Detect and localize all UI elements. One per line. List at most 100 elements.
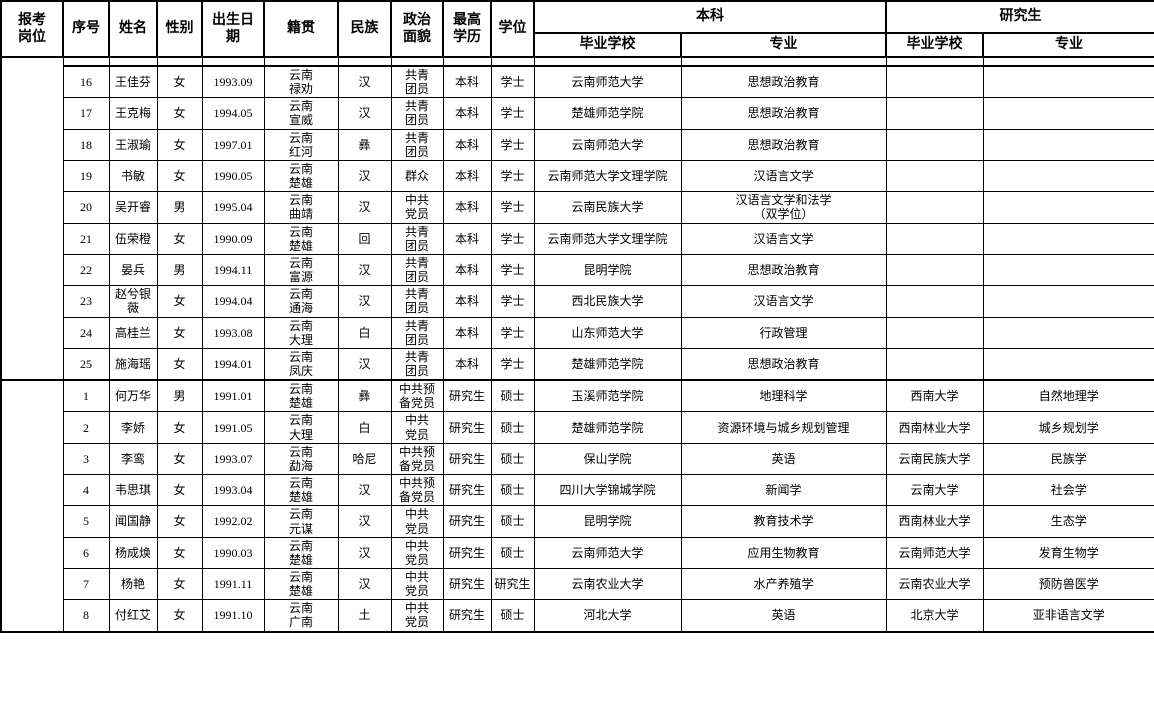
cell-ug-school: 昆明学院 — [533, 505, 682, 538]
cell-g-school: 北京大学 — [885, 599, 984, 633]
header-group-grad: 研究生 — [885, 0, 1154, 34]
cell-g-school: 云南师范大学 — [885, 536, 984, 570]
cell-ug-major: 英语 — [680, 442, 887, 476]
cell-education: 本科 — [442, 65, 492, 99]
cell-education: 本科 — [442, 222, 492, 255]
header-g-major: 专业 — [982, 32, 1154, 58]
cell-birth: 1991.10 — [201, 599, 265, 633]
cell-gender: 女 — [156, 316, 203, 349]
cell-g-major: 自然地理学 — [982, 379, 1154, 413]
cell-birth: 1995.04 — [201, 191, 265, 224]
cell-name: 晏兵 — [108, 253, 158, 287]
cell-political — [390, 56, 444, 67]
cell-g-major — [982, 347, 1154, 381]
cell-ug-school: 山东师范大学 — [533, 316, 682, 349]
cell-political: 中共 党员 — [390, 411, 444, 444]
cell-education: 本科 — [442, 128, 492, 161]
cell-birth: 1994.11 — [201, 253, 265, 287]
cell-gender: 女 — [156, 474, 203, 507]
cell-ug-major: 水产养殖学 — [680, 567, 887, 601]
cell-degree: 学士 — [490, 97, 535, 130]
cell-education: 本科 — [442, 285, 492, 318]
cell-political: 共青 团员 — [390, 65, 444, 99]
cell-degree: 硕士 — [490, 474, 535, 507]
table-row: 3 李鸾女 1993.07 云南 勐海 哈尼 中共预 备党员 研究生 硕士 保山学院 英语 云南民族… — [1, 442, 1154, 476]
cell-birth: 1993.08 — [201, 316, 265, 349]
cell-education: 本科 — [442, 97, 492, 130]
table-row: 16 王佳芬女 1993.09 云南 禄劝汉共青 团员 本科 学士 云南师范大学 思想政治教育 — [1, 65, 1154, 99]
cell-ethnic: 汉 — [337, 97, 392, 130]
cell-ug-school: 云南师范大学文理学院 — [533, 159, 682, 193]
cell-ug-major: 新闻学 — [680, 474, 887, 507]
table-row: 18 王淑瑜女 1997.01 云南 红河彝共青 团员 本科 学士 云南师范大学 思想政治教育 — [1, 128, 1154, 161]
cell-origin: 云南 凤庆 — [263, 347, 339, 381]
cell-origin: 云南 曲靖 — [263, 191, 339, 224]
header-g-school: 毕业学校 — [885, 32, 984, 58]
cell-origin: 云南 大理 — [263, 316, 339, 349]
cell-political: 共青 团员 — [390, 222, 444, 255]
cell-g-school — [885, 347, 984, 381]
cell-ug-major: 汉语言文学 — [680, 222, 887, 255]
cell-g-school: 云南民族大学 — [885, 442, 984, 476]
table-row: 4 韦思琪女 1993.04 云南 楚雄汉中共预 备党员 研究生 硕士 四川大学锦城学院 新闻… — [1, 474, 1154, 507]
cell-origin: 云南 楚雄 — [263, 567, 339, 601]
cell-ug-major: 应用生物教育 — [680, 536, 887, 570]
cell-degree: 学士 — [490, 222, 535, 255]
cell-gender: 女 — [156, 285, 203, 318]
cell-no: 22 — [62, 253, 110, 287]
cell-political: 共青 团员 — [390, 347, 444, 381]
table-row: 21 伍荣橙女 1990.09 云南 楚雄回共青 团员 本科 学士 云南师范大学文理学院 汉语… — [1, 222, 1154, 255]
cell-political: 群众 — [390, 159, 444, 193]
cell-no: 24 — [62, 316, 110, 349]
cell-gender: 女 — [156, 505, 203, 538]
cell-gender: 女 — [156, 65, 203, 99]
cell-gender: 男 — [156, 253, 203, 287]
cell-gender — [156, 56, 203, 67]
cell-name: 高桂兰 — [108, 316, 158, 349]
cell-ethnic: 汉 — [337, 191, 392, 224]
table-row: 8 付红艾女 1991.10 云南 广南土中共 党员 研究生 硕士 河北大学 英语 北京大学 亚非… — [1, 599, 1154, 633]
cell-degree: 硕士 — [490, 599, 535, 633]
cell-name: 书敏 — [108, 159, 158, 193]
header-political: 政治 面貌 — [390, 0, 444, 58]
header-ug-school: 毕业学校 — [533, 32, 682, 58]
cell-education: 研究生 — [442, 411, 492, 444]
cell-g-major — [982, 316, 1154, 349]
header-education: 最高 学历 — [442, 0, 492, 58]
table-row: 7 杨艳女 1991.11 云南 楚雄汉中共 党员 研究生 研究生 云南农业大学 水产养殖学云… — [1, 567, 1154, 601]
cell-birth: 1994.05 — [201, 97, 265, 130]
cell-origin: 云南 楚雄 — [263, 159, 339, 193]
cell-no: 16 — [62, 65, 110, 99]
cell-name: 赵兮银 薇 — [108, 285, 158, 318]
cell-name: 李娇 — [108, 411, 158, 444]
cell-ug-school: 保山学院 — [533, 442, 682, 476]
cell-political: 中共预 备党员 — [390, 442, 444, 476]
cell-ethnic — [337, 56, 392, 67]
table-row: 6 杨成焕女 1990.03 云南 楚雄汉中共 党员 研究生 硕士 云南师范大学 应用生物教育… — [1, 536, 1154, 570]
cell-ug-major — [680, 56, 887, 67]
cell-g-school — [885, 65, 984, 99]
cell-ethnic: 汉 — [337, 159, 392, 193]
cell-g-major — [982, 285, 1154, 318]
cell-gender: 女 — [156, 347, 203, 381]
cell-degree: 研究生 — [490, 567, 535, 601]
cell-ethnic: 土 — [337, 599, 392, 633]
cell-g-school — [885, 253, 984, 287]
cell-ug-major: 资源环境与城乡规划管理 — [680, 411, 887, 444]
cell-no: 1 — [62, 379, 110, 413]
table-row: 22 晏兵男 1994.11 云南 富源汉共青 团员 本科 学士 昆明学院 思想政治教育 — [1, 253, 1154, 287]
cell-g-school — [885, 285, 984, 318]
cell-degree: 学士 — [490, 128, 535, 161]
cell-origin — [263, 56, 339, 67]
cell-ethnic: 彝 — [337, 128, 392, 161]
cell-ug-major: 思想政治教育 — [680, 253, 887, 287]
cell-g-major: 社会学 — [982, 474, 1154, 507]
cell-gender: 女 — [156, 599, 203, 633]
cell-g-school — [885, 56, 984, 67]
cell-g-major — [982, 253, 1154, 287]
cell-ug-major: 汉语言文学 — [680, 285, 887, 318]
table-body: 16 王佳芬女 1993.09 云南 禄劝汉共青 团员 本科 学士 云南师范大学 思想政治教育… — [0, 56, 1154, 633]
table-row: 24 高桂兰女 1993.08 云南 大理白共青 团员 本科 学士 山东师范大学 行政管理 — [1, 316, 1154, 349]
cell-no: 23 — [62, 285, 110, 318]
cell-g-school — [885, 222, 984, 255]
